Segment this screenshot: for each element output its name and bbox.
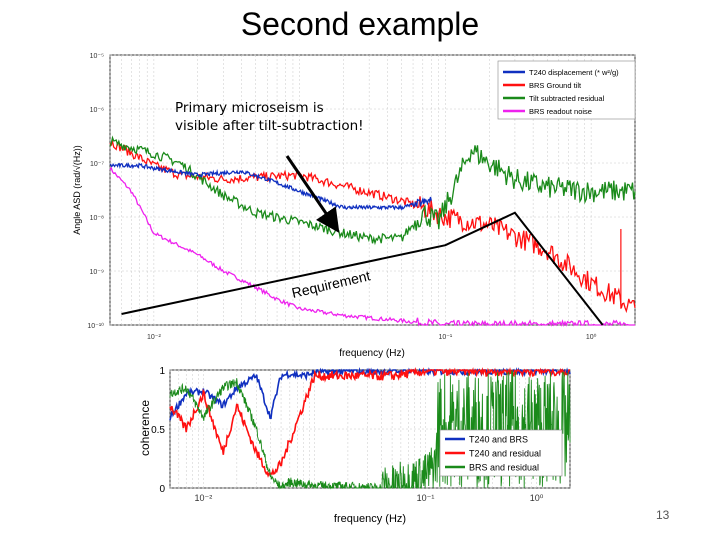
asd-legend: T240 displacement (* w²/g) BRS Ground til… (497, 60, 636, 120)
coherence-series-line (169, 367, 570, 478)
coherence-y-tick-label: 0 (159, 484, 165, 495)
coherence-y-axis-label: coherence (138, 400, 152, 456)
asd-y-tick-label: 10⁻⁸ (90, 215, 104, 222)
asd-legend-label: Tilt subtracted residual (529, 94, 605, 103)
annotation-line-2: visible after tilt-subtraction! (175, 118, 364, 134)
asd-x-tick-label: 10⁰ (586, 333, 597, 341)
asd-y-tick-label: 10⁻⁵ (90, 53, 104, 60)
asd-y-axis-label: Angle ASD (rad/√(Hz)) (72, 145, 82, 234)
asd-legend-label: T240 displacement (* w²/g) (529, 68, 619, 77)
coherence-y-ticks: 00.51 (151, 366, 165, 495)
annotation-line-1: Primary microseism is (175, 100, 324, 116)
asd-series-line (109, 166, 635, 327)
asd-y-tick-label: 10⁻⁷ (90, 161, 104, 168)
asd-chart: 10⁻² 10⁻¹ 10⁰ 10⁻⁵ 10⁻⁶ 10⁻⁷ 10⁻⁸ 10⁻⁹ 10⁻¹⁰ fr… (72, 53, 636, 359)
annotation-callout: Primary microseism is visible after tilt… (175, 99, 364, 135)
slide-number: 13 (656, 508, 670, 522)
asd-legend-box (497, 60, 636, 120)
annotation-arrow (285, 155, 340, 233)
coherence-x-tick-label: 10⁰ (530, 493, 544, 503)
coherence-x-tick-label: 10⁻¹ (417, 493, 435, 503)
asd-x-tick-label: 10⁻² (147, 334, 161, 341)
coherence-chart: 10⁻² 10⁻¹ 10⁰ 00.51 frequency (Hz) coheren… (138, 366, 571, 525)
coherence-y-tick-label: 0.5 (151, 425, 165, 436)
slide-title: Second example (240, 6, 480, 42)
asd-legend-label: BRS Ground tilt (529, 81, 582, 90)
asd-series-line (109, 162, 432, 211)
coherence-x-axis-label: frequency (Hz) (334, 513, 406, 525)
asd-y-tick-label: 10⁻⁹ (90, 269, 104, 276)
coherence-legend-label: T240 and residual (469, 449, 541, 459)
asd-series-line (109, 139, 636, 314)
coherence-x-ticks: 10⁻² 10⁻¹ 10⁰ (195, 493, 544, 503)
asd-x-ticks: 10⁻² 10⁻¹ 10⁰ (147, 333, 597, 341)
coherence-legend-label: BRS and residual (469, 463, 539, 473)
coherence-legend: T240 and BRS T240 and residual BRS and res… (439, 429, 563, 477)
coherence-y-tick-label: 1 (159, 366, 165, 377)
coherence-series-line (169, 370, 571, 490)
asd-x-tick-label: 10⁻¹ (438, 334, 452, 341)
asd-x-axis-label: frequency (Hz) (339, 348, 405, 359)
asd-y-ticks: 10⁻⁵ 10⁻⁶ 10⁻⁷ 10⁻⁸ 10⁻⁹ 10⁻¹⁰ (87, 53, 104, 330)
asd-legend-label: BRS readout noise (529, 107, 592, 116)
asd-series (109, 135, 636, 327)
asd-y-tick-label: 10⁻⁶ (90, 107, 104, 114)
coherence-legend-label: T240 and BRS (469, 435, 528, 445)
coherence-series (169, 366, 571, 490)
coherence-x-tick-label: 10⁻² (195, 493, 213, 503)
asd-y-tick-label: 10⁻¹⁰ (87, 322, 104, 330)
requirement-curve (121, 211, 604, 326)
